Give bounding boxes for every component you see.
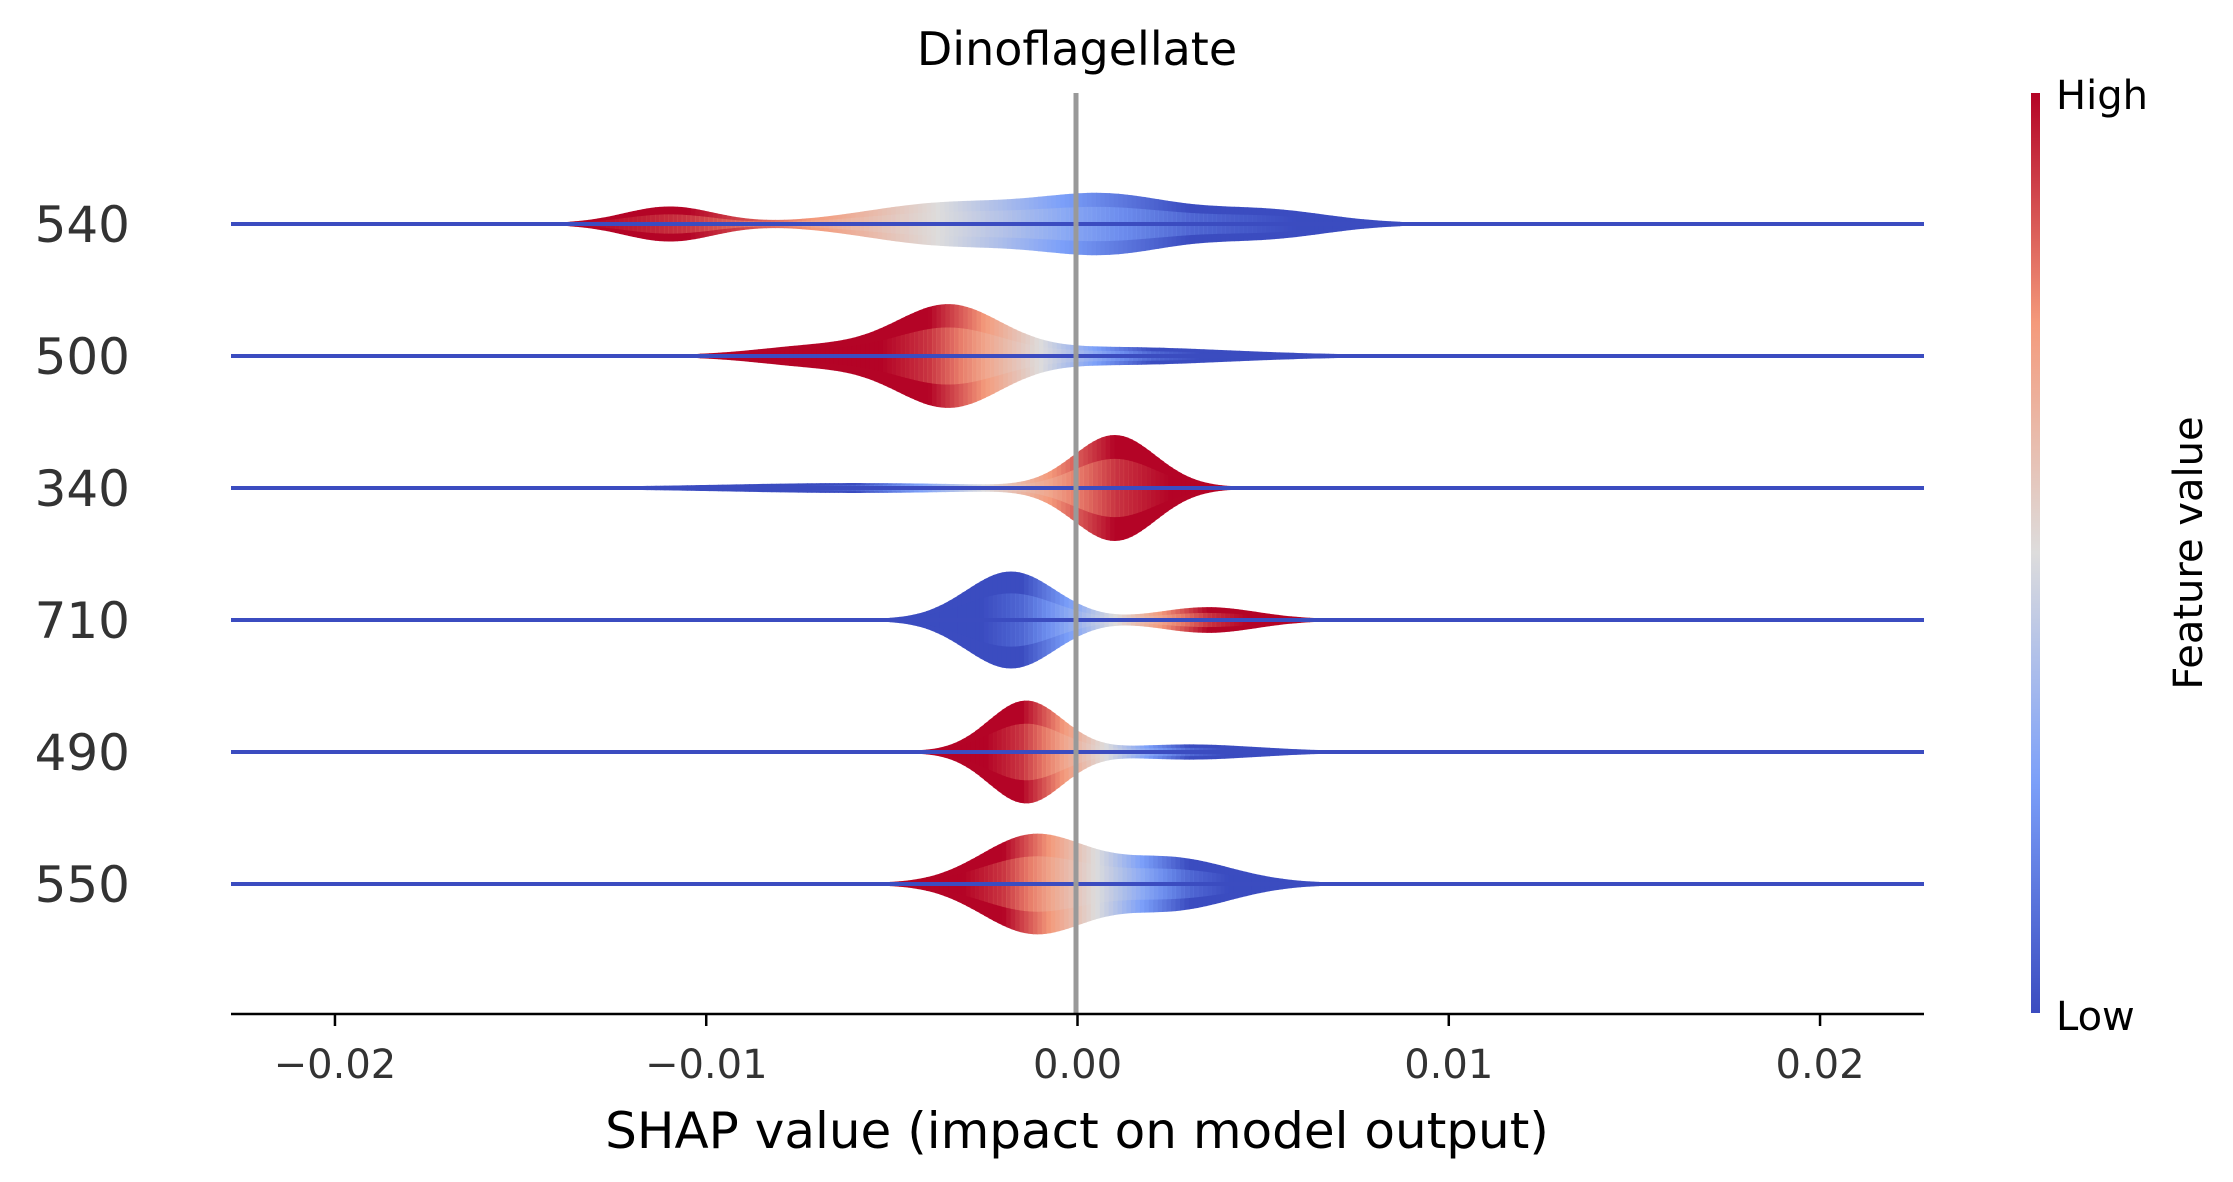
x-tick-label: 0.02: [1776, 1042, 1865, 1088]
x-tick-label: 0.01: [1404, 1042, 1493, 1088]
colorbar-low-label: Low: [2056, 994, 2135, 1040]
x-tick-label: −0.02: [274, 1042, 397, 1088]
colorbar-title: Feature value: [2166, 416, 2212, 689]
y-tick-label-540: 540: [35, 196, 130, 254]
colorbar: [2031, 93, 2040, 1013]
x-axis-label: SHAP value (impact on model output): [605, 1102, 1549, 1160]
chart-title: Dinoflagellate: [917, 22, 1237, 76]
x-ticks: −0.02 −0.01 0.00 0.01 0.02: [274, 1014, 1865, 1088]
y-tick-labels: 540 500 340 710 490 550: [35, 196, 130, 914]
violin-group: [543, 192, 1535, 935]
y-tick-label-550: 550: [35, 856, 130, 914]
colorbar-high-label: High: [2056, 73, 2148, 119]
y-tick-label-340: 340: [35, 460, 130, 518]
y-tick-label-710: 710: [35, 592, 130, 650]
y-tick-label-490: 490: [35, 724, 130, 782]
y-tick-label-500: 500: [35, 328, 130, 386]
x-tick-label: 0.00: [1033, 1042, 1122, 1088]
x-tick-label: −0.01: [645, 1042, 768, 1088]
